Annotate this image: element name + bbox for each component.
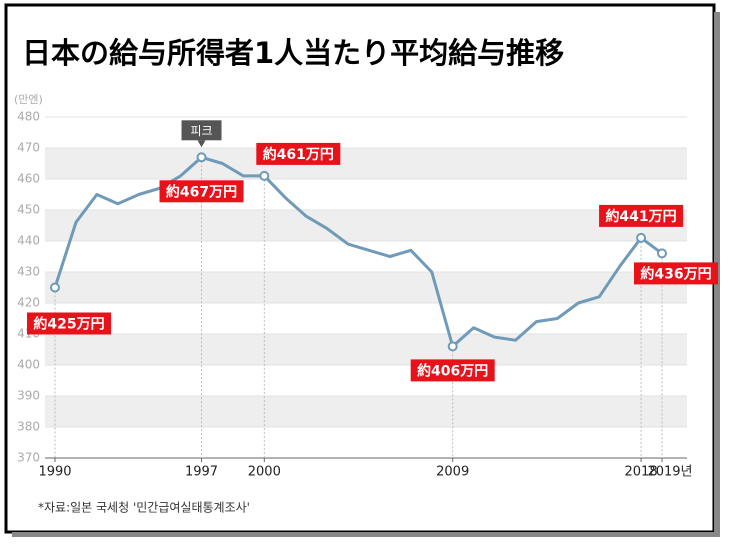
point bbox=[447, 341, 458, 352]
value-label-box bbox=[27, 312, 111, 335]
value-label-box bbox=[634, 262, 718, 285]
y-tick-label: 480 bbox=[17, 110, 40, 124]
x-tick-label: 1997 bbox=[185, 465, 218, 480]
source: *자료:일본 국세청 '민간급여실태통계조사' bbox=[38, 501, 250, 515]
value-label-box bbox=[599, 204, 684, 227]
value-label-box bbox=[159, 180, 244, 203]
annotation-box bbox=[181, 120, 222, 141]
value-label: 約467万円 bbox=[166, 183, 237, 200]
value-label: 約461万円 bbox=[263, 146, 334, 163]
y-tick-label: 450 bbox=[17, 203, 40, 217]
value-label: 約441万円 bbox=[605, 208, 676, 225]
value-label: 約436万円 bbox=[640, 265, 711, 282]
point bbox=[657, 248, 667, 259]
x-tick-label: 2000 bbox=[248, 465, 281, 480]
y-tick-label: 390 bbox=[17, 389, 40, 403]
y-tick-label: 470 bbox=[17, 141, 40, 155]
value-label-box bbox=[410, 359, 495, 382]
shadow bbox=[12, 532, 720, 537]
value-label-box bbox=[256, 142, 341, 165]
chart-title: 日本の給与所得者1人当たり平均給与推移 bbox=[22, 36, 564, 70]
y-tick-label: 440 bbox=[17, 234, 40, 248]
y-tick-label: 400 bbox=[17, 358, 40, 372]
value-label: 約425万円 bbox=[33, 316, 104, 333]
value-label: 約406万円 bbox=[417, 362, 488, 379]
x-tick-label: 2019년 bbox=[647, 465, 692, 480]
grid-band bbox=[45, 148, 687, 179]
grid-band bbox=[45, 210, 687, 241]
x-tick-label: 1990 bbox=[38, 465, 71, 480]
x-tick-label: 2009 bbox=[436, 465, 469, 480]
y-tick-label: 380 bbox=[17, 420, 40, 434]
point bbox=[196, 152, 207, 163]
annotation: 피크 bbox=[190, 124, 212, 138]
frame bbox=[4, 3, 716, 534]
x-tick-label: 2018 bbox=[625, 465, 658, 480]
point bbox=[636, 232, 647, 243]
grid-band bbox=[45, 396, 687, 427]
grid-band bbox=[45, 272, 687, 303]
y-tick-label: 420 bbox=[17, 296, 40, 310]
annotation-pointer bbox=[197, 140, 206, 148]
y-tick-label: 370 bbox=[17, 451, 40, 465]
y-tick-label: 430 bbox=[17, 265, 40, 279]
point bbox=[259, 170, 270, 181]
point bbox=[50, 282, 60, 293]
y-tick-label: 460 bbox=[17, 172, 40, 186]
y-axis-label: (만엔) bbox=[14, 93, 43, 106]
line bbox=[53, 155, 663, 348]
plot: 3703803904004104204304404504604704801990… bbox=[17, 110, 718, 480]
grid-band bbox=[45, 334, 687, 365]
